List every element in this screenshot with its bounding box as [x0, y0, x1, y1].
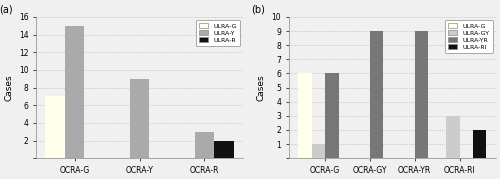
- Bar: [298, 73, 312, 158]
- Bar: [325, 73, 338, 158]
- Legend: ULRA-G, ULRA-GY, ULRA-YR, ULRA-RI: ULRA-G, ULRA-GY, ULRA-YR, ULRA-RI: [445, 20, 492, 53]
- Bar: [130, 79, 150, 158]
- Y-axis label: Cases: Cases: [4, 74, 13, 101]
- Bar: [370, 31, 384, 158]
- Bar: [446, 116, 460, 158]
- Bar: [312, 144, 325, 158]
- Text: (a): (a): [0, 4, 12, 14]
- Legend: ULRA-G, ULRA-Y, ULRA-R: ULRA-G, ULRA-Y, ULRA-R: [196, 20, 240, 46]
- Bar: [46, 96, 65, 158]
- Bar: [65, 26, 84, 158]
- Bar: [194, 132, 214, 158]
- Text: (b): (b): [252, 4, 266, 14]
- Bar: [414, 31, 428, 158]
- Bar: [214, 141, 234, 158]
- Y-axis label: Cases: Cases: [257, 74, 266, 101]
- Bar: [473, 130, 486, 158]
